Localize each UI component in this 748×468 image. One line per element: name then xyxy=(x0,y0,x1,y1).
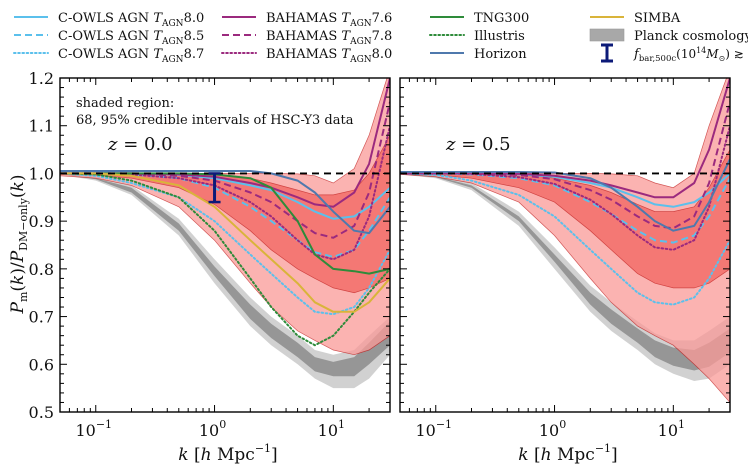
legend-label: SIMBA xyxy=(634,11,681,26)
y-tick-label: 1.2 xyxy=(29,69,54,88)
annotation-line-1: shaded region: xyxy=(76,96,174,111)
legend-label: BAHAMAS TAGN7.6 xyxy=(266,11,392,29)
legend-label: BAHAMAS TAGN8.0 xyxy=(266,47,392,65)
legend: C-OWLS AGN TAGN8.0C-OWLS AGN TAGN8.5C-OW… xyxy=(13,11,748,65)
x-tick-label: 101 xyxy=(658,418,685,440)
y-tick-label: 1.0 xyxy=(29,164,54,183)
legend-label: fbar,500c(1014M⊙) ≳ 0.08 xyxy=(633,46,748,64)
panel-label: z = 0.0 xyxy=(107,134,173,155)
legend-item-c-owls-agn-87: C-OWLS AGN TAGN8.7 xyxy=(13,47,204,65)
planck-band-68 xyxy=(60,173,390,377)
legend-label: Illustris xyxy=(474,29,525,44)
annotation-line-2: 68, 95% credible intervals of HSC-Y3 dat… xyxy=(76,113,354,128)
series-c-owls-agn-t-agn8-7 xyxy=(400,172,730,306)
x-ticks xyxy=(399,78,731,412)
legend-label: C-OWLS AGN TAGN8.7 xyxy=(58,47,204,65)
legend-swatch xyxy=(589,28,625,42)
series-simba xyxy=(60,172,390,313)
axes-frame xyxy=(59,77,391,413)
x-tick-label: 10−1 xyxy=(75,418,112,440)
legend-item-bahamas-76: BAHAMAS TAGN7.6 xyxy=(222,11,392,29)
x-tick-label: 100 xyxy=(539,418,566,440)
y-tick-label: 0.8 xyxy=(29,260,54,279)
legend-item-bahamas-78: BAHAMAS TAGN7.8 xyxy=(222,29,392,47)
panel-label: z = 0.5 xyxy=(445,134,511,155)
series-bahamas-t-agn8-0 xyxy=(400,124,730,251)
plot-area xyxy=(60,78,390,389)
hsc-band-68 xyxy=(400,149,730,289)
y-tick-label: 0.7 xyxy=(29,308,54,327)
legend-label: TNG300 xyxy=(474,11,529,26)
legend-item-bahamas-80: BAHAMAS TAGN8.0 xyxy=(221,47,392,65)
planck-band-68 xyxy=(400,173,730,371)
y-tick-label: 1.1 xyxy=(29,117,54,136)
legend-item-c-owls-agn-80: C-OWLS AGN TAGN8.0 xyxy=(14,11,204,29)
legend-label: Horizon xyxy=(474,47,527,62)
x-axis-label-left: k [h Mpc−1] xyxy=(178,442,277,465)
annotation-shaded-region: shaded region: 68, 95% credible intervals… xyxy=(76,96,354,128)
x-tick-label: 101 xyxy=(318,418,345,440)
series-horizon xyxy=(60,170,390,235)
y-ticks xyxy=(60,77,390,413)
baryon-fraction-errorbar xyxy=(208,172,221,204)
series-tng300 xyxy=(60,172,390,275)
y-axis-label: Pm(k)/PDM−only(k) xyxy=(8,174,30,314)
legend-label: Planck cosmology xyxy=(634,29,748,44)
plot-area xyxy=(400,78,730,404)
legend-item-simba: SIMBA xyxy=(590,11,681,26)
legend-item-horizon: Horizon xyxy=(430,47,527,62)
series-horizon xyxy=(400,158,730,232)
y-tick-label: 0.6 xyxy=(29,355,54,374)
legend-label: BAHAMAS TAGN7.8 xyxy=(266,29,392,47)
legend-item-tng300: TNG300 xyxy=(430,11,529,26)
legend-item-illustris: Illustris xyxy=(429,29,525,44)
x-axis-label-right: k [h Mpc−1] xyxy=(518,442,617,465)
y-tick-label: 0.9 xyxy=(29,212,54,231)
y-ticks xyxy=(400,77,730,413)
x-tick-label: 100 xyxy=(199,418,226,440)
legend-item-c-owls-agn-85: C-OWLS AGN TAGN8.5 xyxy=(14,29,204,47)
y-tick-label: 0.5 xyxy=(29,403,54,422)
x-tick-label: 10−1 xyxy=(415,418,452,440)
legend-label: C-OWLS AGN TAGN8.0 xyxy=(58,11,204,29)
x-ticks xyxy=(59,78,391,412)
series-c-owls-agn-t-agn8-7 xyxy=(60,172,390,316)
panel-z05: 10−1 100 101 z = 0.5 xyxy=(399,77,731,440)
legend-item-planck-cosmology: Planck cosmology xyxy=(589,28,748,44)
legend-label: C-OWLS AGN TAGN8.5 xyxy=(58,29,204,47)
legend-item-errorbar: fbar,500c(1014M⊙) ≳ 0.08 xyxy=(601,43,748,64)
axes-frame xyxy=(399,77,731,413)
panel-z0: 10−1 100 101 0.5 0.6 0.7 0.8 0.9 1.0 1.1 1.2 z = 0.… xyxy=(29,69,391,440)
